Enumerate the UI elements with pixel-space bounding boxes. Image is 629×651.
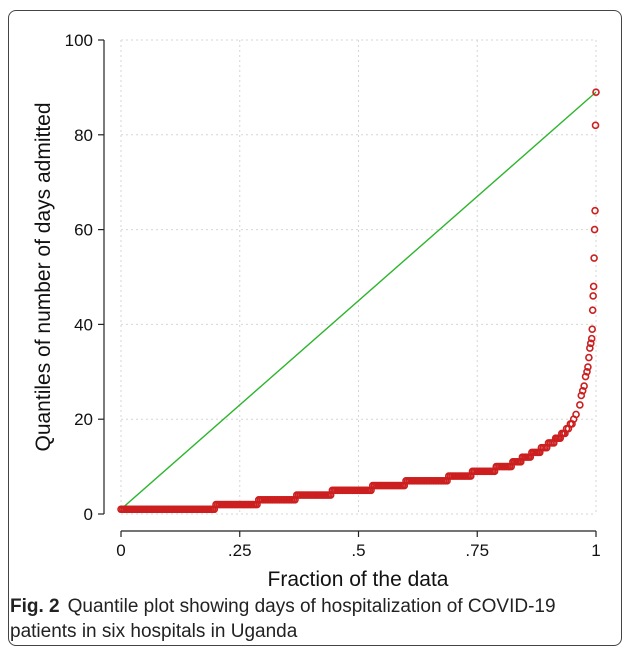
data-point bbox=[591, 121, 600, 130]
x-tick-label: .75 bbox=[465, 541, 489, 560]
y-axis-label: Quantiles of number of days admitted bbox=[32, 102, 55, 451]
data-point bbox=[590, 254, 598, 262]
data-point bbox=[588, 325, 597, 333]
y-tick-label: 60 bbox=[74, 221, 93, 240]
x-tick-label: 0 bbox=[116, 541, 125, 560]
grid-lines bbox=[120, 39, 597, 515]
caption-text: Quantile plot showing days of hospitaliz… bbox=[10, 596, 556, 642]
data-point bbox=[578, 386, 587, 395]
data-point bbox=[588, 306, 597, 314]
data-point bbox=[590, 225, 599, 234]
reference-line-layer bbox=[120, 91, 597, 510]
x-tick-label: .5 bbox=[351, 541, 365, 560]
x-axis-label: Fraction of the data bbox=[268, 568, 449, 590]
y-tick-label: 100 bbox=[65, 31, 93, 50]
figure-caption: Fig. 2 Quantile plot showing days of hosp… bbox=[10, 594, 610, 644]
y-tick-label: 80 bbox=[74, 126, 93, 145]
data-point bbox=[589, 292, 597, 300]
data-point bbox=[583, 367, 591, 376]
y-tick-label: 40 bbox=[74, 315, 93, 334]
data-point bbox=[580, 382, 588, 390]
data-point bbox=[572, 410, 580, 419]
data-point bbox=[576, 401, 584, 409]
data-point bbox=[586, 339, 595, 348]
y-tick-label: 0 bbox=[84, 505, 93, 524]
quantile-plot: 0 20 40 60 80 100 0 .25 .5 .75 1 Fraction of the d… bbox=[32, 31, 601, 590]
figure-number: Fig. 2 bbox=[10, 596, 60, 617]
data-point bbox=[584, 363, 592, 371]
data-point bbox=[586, 344, 594, 352]
data-points bbox=[117, 88, 600, 514]
data-point bbox=[592, 88, 600, 96]
data-point bbox=[577, 391, 586, 400]
x-tick-label: 1 bbox=[591, 541, 600, 560]
data-point bbox=[585, 353, 593, 362]
data-point bbox=[591, 206, 599, 215]
tick-labels: 0 20 40 60 80 100 0 .25 .5 .75 1 bbox=[65, 31, 601, 560]
figure-frame bbox=[8, 10, 622, 646]
axes bbox=[98, 39, 597, 537]
data-point bbox=[589, 282, 598, 291]
x-tick-label: .25 bbox=[228, 541, 252, 560]
y-tick-label: 20 bbox=[74, 410, 93, 429]
reference-line bbox=[120, 91, 597, 510]
data-point bbox=[587, 334, 596, 343]
data-point bbox=[581, 372, 590, 381]
